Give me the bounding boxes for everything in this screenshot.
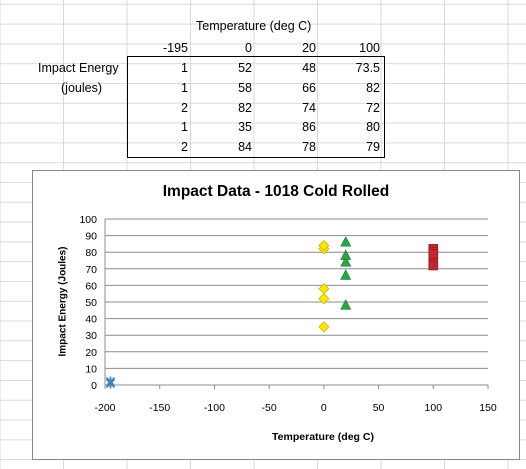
y-tick-label: 50 [85,297,97,309]
temperature-header[interactable]: Temperature (deg C) [196,19,312,33]
data-table-border [127,56,385,158]
table-cell[interactable]: 84 [238,140,252,155]
data-point-diamond-marker [318,321,330,333]
table-cell[interactable]: 1 [181,120,188,135]
data-point-triangle-marker [340,299,352,310]
data-point-diamond-marker [318,283,330,295]
table-cell[interactable]: 82 [366,80,380,95]
table-cell[interactable]: 72 [366,100,380,115]
temp-cell[interactable]: 0 [245,41,252,55]
x-tick-label: -100 [204,402,225,414]
table-cell[interactable]: 73.5 [355,61,380,75]
table-cell[interactable]: 79 [366,140,380,155]
table-cell[interactable]: 78 [302,140,316,155]
x-tick-label: 50 [373,402,385,414]
data-point-triangle-marker [340,249,352,260]
y-tick-label: 90 [85,231,97,243]
data-point-square-marker [428,249,439,259]
y-axis-title: Impact Energy (Joules) [57,246,69,357]
table-cell[interactable]: 48 [302,61,316,75]
scatter-plot: 0 10 20 30 40 50 60 70 80 90 100 -200 -150 -100 -50 0 50… [79,214,497,414]
temp-cell[interactable]: 100 [359,41,380,55]
y-tick-label: 0 [91,380,97,392]
table-cell[interactable]: 1 [181,80,188,95]
y-tick-label: 60 [85,280,97,292]
x-tick-label: -50 [262,402,277,414]
table-cell[interactable]: 58 [238,80,252,95]
chart-area[interactable]: Impact Data - 1018 Cold Rolled 0 10 20 30 40… [32,170,520,460]
temp-cell[interactable]: -195 [162,41,188,55]
table-cell[interactable]: 82 [238,100,252,115]
y-tick-label: 10 [85,363,97,375]
y-tick-label: 70 [85,264,97,276]
y-tick-label: 80 [85,247,97,259]
table-cell[interactable]: 2 [181,140,188,155]
x-axis-title: Temperature (deg C) [272,431,374,443]
y-tick-label: 30 [85,330,97,342]
x-tick-label: -150 [149,402,170,414]
table-cell[interactable]: 80 [366,120,380,135]
x-tick-label: 150 [479,402,497,414]
table-cell[interactable]: 52 [238,61,252,75]
x-tick-label: -200 [94,402,115,414]
data-point-triangle-marker [340,256,352,267]
row-label-impact-energy[interactable]: Impact Energy [38,61,119,75]
table-cell[interactable]: 86 [302,120,316,135]
x-tick-label: 100 [425,402,443,414]
data-point-square-marker [428,260,439,271]
chart-title: Impact Data - 1018 Cold Rolled [162,183,390,200]
x-tick-label: 0 [321,402,327,414]
row-label-joules[interactable]: (joules) [61,81,102,95]
table-cell[interactable]: 66 [302,80,316,95]
y-tick-label: 20 [85,347,97,359]
data-point-triangle-marker [340,269,352,280]
data-point-diamond-marker [318,239,330,252]
temp-cell[interactable]: 20 [302,41,316,55]
table-cell[interactable]: 2 [181,100,188,115]
data-point-diamond-marker [318,293,330,305]
table-cell[interactable]: 74 [302,100,316,115]
table-cell[interactable]: 1 [181,61,188,75]
table-cell[interactable]: 35 [238,120,252,135]
y-tick-label: 100 [79,214,97,226]
data-point-x-marker [105,376,115,387]
y-tick-label: 40 [85,314,97,326]
data-point-triangle-marker [340,236,352,247]
